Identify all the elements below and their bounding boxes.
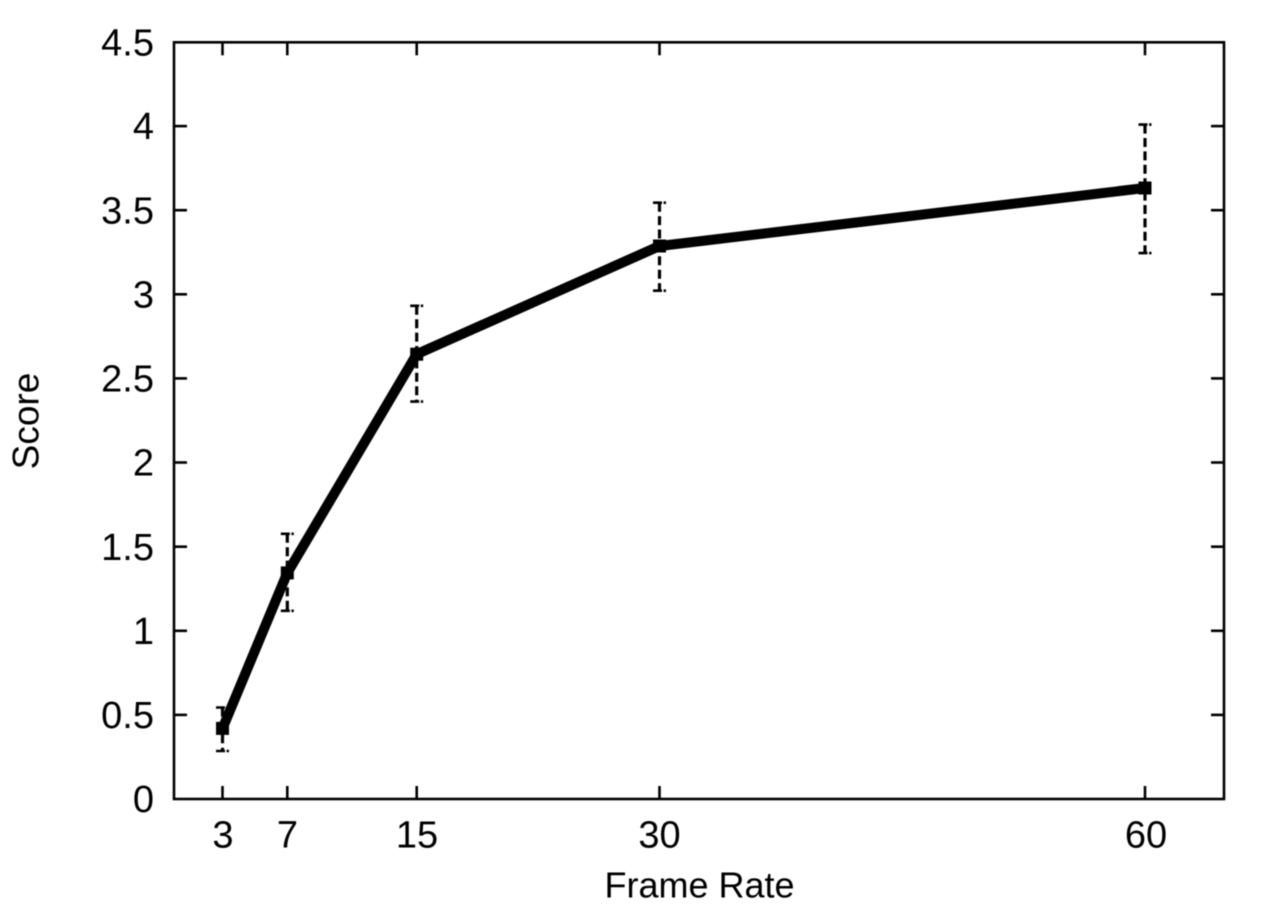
svg-text:7: 7 [277,815,298,857]
svg-text:4.5: 4.5 [101,22,154,64]
svg-text:1: 1 [133,611,154,653]
svg-text:2: 2 [133,443,154,485]
svg-text:3: 3 [212,815,233,857]
svg-text:3: 3 [133,274,154,316]
svg-text:2.5: 2.5 [101,359,154,401]
svg-text:30: 30 [638,815,680,857]
svg-text:15: 15 [396,815,438,857]
svg-text:0: 0 [133,779,154,821]
svg-text:0.5: 0.5 [101,695,154,737]
svg-text:3.5: 3.5 [101,190,154,232]
svg-text:Score: Score [6,373,47,470]
svg-text:4: 4 [133,106,154,148]
svg-text:1.5: 1.5 [101,527,154,569]
svg-text:60: 60 [1125,815,1167,857]
svg-text:Frame Rate: Frame Rate [604,865,794,906]
